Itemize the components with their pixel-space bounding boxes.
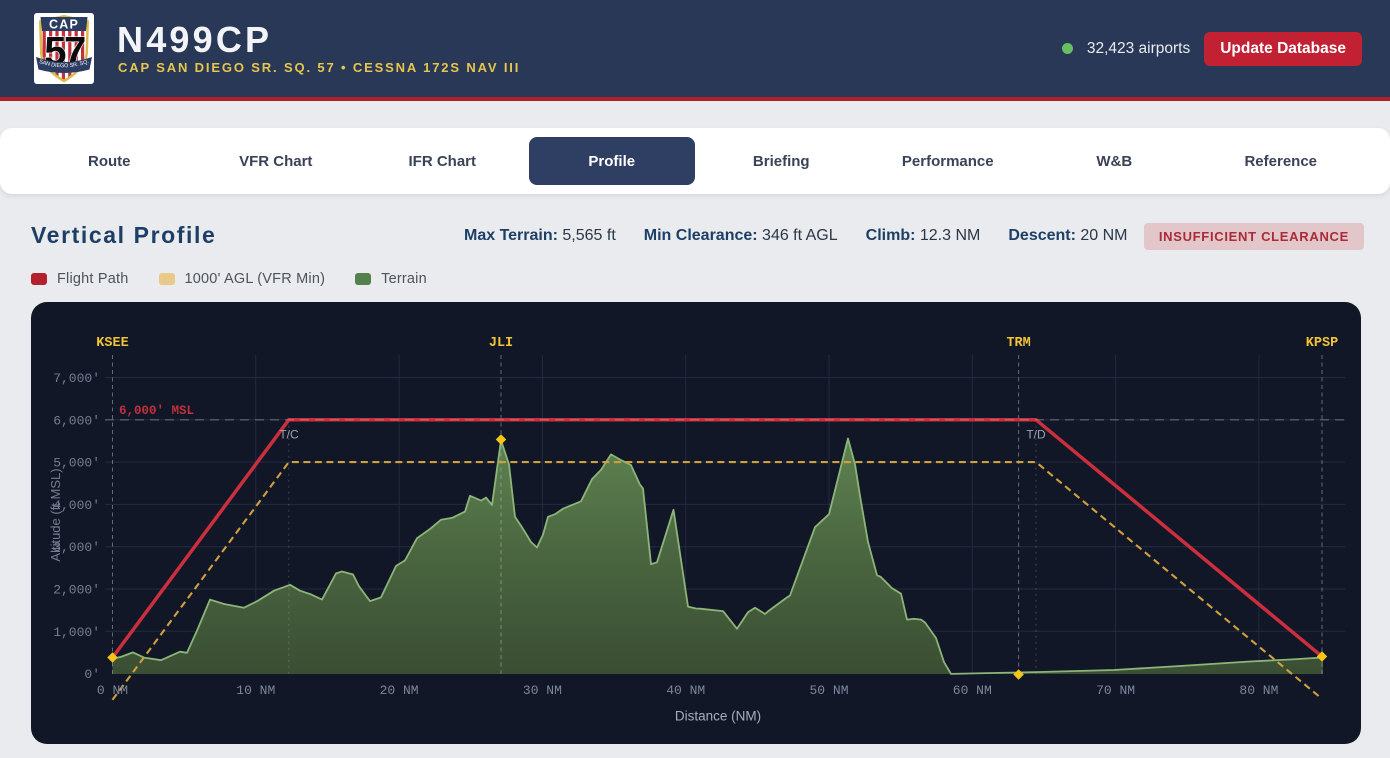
- svg-text:80 NM: 80 NM: [1239, 683, 1278, 698]
- svg-text:50 NM: 50 NM: [809, 683, 848, 698]
- svg-text:Altitude (ft MSL): Altitude (ft MSL): [48, 468, 63, 561]
- svg-text:Distance (NM): Distance (NM): [675, 709, 761, 724]
- svg-text:0': 0': [84, 667, 100, 682]
- svg-text:20 NM: 20 NM: [380, 683, 419, 698]
- svg-text:KSEE: KSEE: [96, 336, 128, 351]
- svg-text:5,000': 5,000': [53, 456, 100, 471]
- svg-text:CAP: CAP: [49, 18, 79, 32]
- svg-text:JLI: JLI: [489, 336, 513, 351]
- svg-text:0 NM: 0 NM: [97, 683, 128, 698]
- svg-text:70 NM: 70 NM: [1096, 683, 1135, 698]
- svg-text:T/D: T/D: [1026, 428, 1046, 442]
- svg-text:6,000': 6,000': [53, 413, 100, 428]
- svg-text:4,000': 4,000': [53, 498, 100, 513]
- svg-text:60 NM: 60 NM: [953, 683, 992, 698]
- svg-text:3,000': 3,000': [53, 540, 100, 555]
- svg-text:TRM: TRM: [1006, 336, 1030, 351]
- svg-text:T/C: T/C: [279, 428, 299, 442]
- svg-text:7,000': 7,000': [53, 371, 100, 386]
- svg-text:KPSP: KPSP: [1306, 336, 1338, 351]
- svg-text:SAN DIEGO SR. SQ.: SAN DIEGO SR. SQ.: [38, 59, 90, 69]
- svg-text:6,000' MSL: 6,000' MSL: [119, 404, 194, 418]
- svg-text:1,000': 1,000': [53, 625, 100, 640]
- svg-text:30 NM: 30 NM: [523, 683, 562, 698]
- svg-text:2,000': 2,000': [53, 583, 100, 598]
- svg-text:10 NM: 10 NM: [236, 683, 275, 698]
- svg-text:40 NM: 40 NM: [666, 683, 705, 698]
